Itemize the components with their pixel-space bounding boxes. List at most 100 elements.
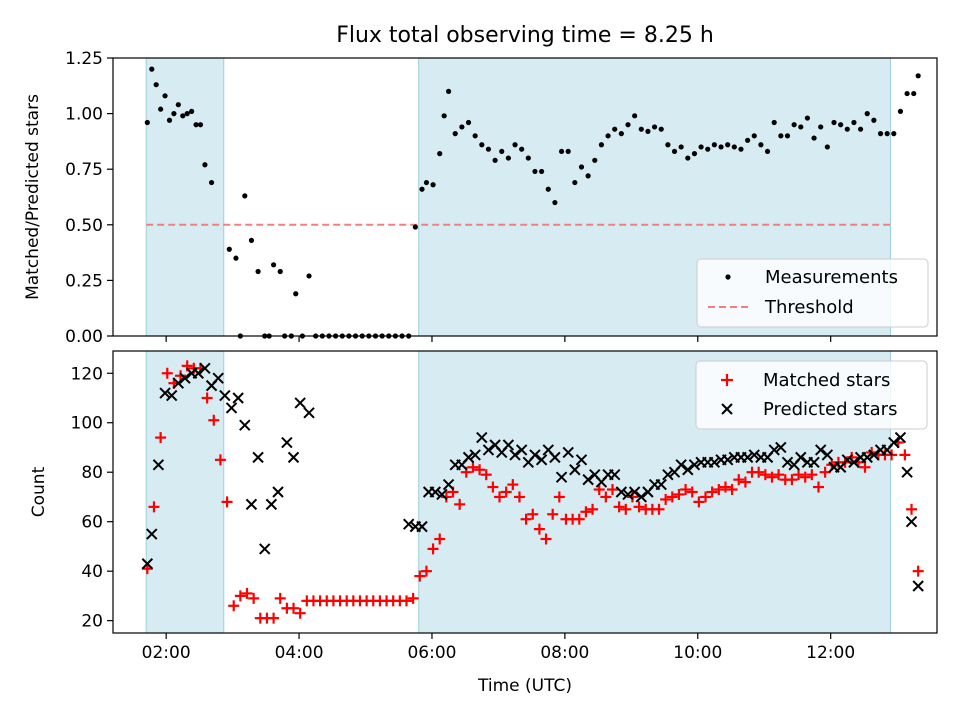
measurement-point [565,148,571,155]
measurement-point [492,157,498,163]
matched-star-point [241,587,253,599]
predicted-star-point [535,454,548,466]
predicted-star-point [192,367,204,379]
matched-star-point [494,491,506,503]
matched-star-point [487,481,499,493]
predicted-star-point [287,451,300,464]
measurement-point [725,142,731,148]
predicted-star-point [575,454,588,466]
measurement-point [226,246,232,252]
matched-star-point [500,486,512,498]
measurement-point [915,73,921,79]
measurement-point [208,179,215,186]
measurement-point [685,155,691,161]
matched-star-point [786,474,798,486]
predicted-star-point [515,444,528,456]
matched-star-point [726,484,738,496]
predicted-star-point [781,456,794,469]
y-tick-label: 0.25 [65,271,103,291]
measurement-point [838,122,844,128]
measurement-point [441,113,447,119]
predicted-star-point [901,466,913,478]
measurement-point [818,124,824,130]
predicted-star-point [635,491,647,503]
measurement-point [171,111,177,117]
predicted-star-point [529,449,541,461]
legend-predicted-marker [721,403,733,415]
matched-star-point [420,565,432,577]
measurement-point [698,144,704,150]
y-tick-label: 120 [71,364,103,384]
measurement-point [625,122,631,128]
matched-star-point [906,503,918,515]
predicted-star-point [815,444,827,456]
measurement-point [519,146,525,152]
matched-star-point [580,506,592,518]
matched-star-point [806,469,818,481]
measurement-point [306,273,312,279]
matched-star-point [713,484,725,496]
measurement-point [437,151,443,157]
top-panel: 0.00 0.25 0.50 0.75 1.00 1.25 Matched/Predict… [23,49,938,347]
matched-star-point [719,481,731,493]
measurement-point [153,82,159,88]
measurement-point [158,106,164,112]
measurement-point [671,148,678,155]
bottom-panel: 20 40 60 80 100 120 02:00 04:00 06:00 08:00 10:00… [29,350,938,696]
predicted-star-point [682,464,694,476]
predicted-star-point [622,488,634,501]
matched-star-point [527,508,539,520]
measurement-point [539,168,545,175]
measurement-point [857,126,864,132]
predicted-star-point [708,456,721,469]
measurement-point [430,182,436,188]
predicted-star-point [225,402,238,414]
measurement-point [293,291,299,297]
measurement-point [804,115,811,121]
matched-star-point [606,484,618,496]
measurement-point [705,146,711,152]
measurement-point [585,173,591,179]
measurement-point [197,122,204,128]
matched-star-point [474,464,486,476]
predicted-star-point [281,436,293,449]
predicted-star-point [741,451,754,464]
predicted-star-point [808,456,820,469]
matched-star-point [547,508,559,520]
bottom-x-axis: 02:00 04:00 06:00 08:00 10:00 12:00 [142,633,855,663]
predicted-star-point [469,449,481,461]
measurement-point [758,142,764,148]
predicted-star-point [562,446,574,459]
measurement-point [824,144,830,150]
measurement-point [884,131,890,137]
predicted-star-point [688,459,701,471]
measurement-point [545,186,551,192]
measurement-point [618,131,624,137]
measurement-point [638,126,644,132]
measurement-point [578,164,585,170]
measurement-point [877,131,884,137]
predicted-star-point [555,471,568,483]
matched-star-point [633,501,645,513]
measurement-point [445,88,452,94]
matched-star-point [666,491,678,503]
measurement-point [751,133,757,139]
measurement-point [738,146,744,152]
shaded-interval [145,57,225,337]
measurement-point [189,108,195,114]
legend-predicted-label: Predicted stars [763,399,897,420]
matched-star-point [613,501,625,513]
y-tick-label: 60 [81,513,103,533]
y-tick-label: 80 [81,463,103,483]
measurement-point [465,119,472,126]
predicted-star-point [265,498,278,511]
measurement-point [558,148,565,155]
predicted-star-point [232,392,244,404]
measurement-point [844,126,850,132]
matched-star-point [440,491,452,503]
measurement-point [144,119,150,126]
predicted-star-point [141,558,154,570]
predicted-star-point [775,441,787,454]
measurement-point [277,268,283,275]
matched-star-point [148,501,160,513]
